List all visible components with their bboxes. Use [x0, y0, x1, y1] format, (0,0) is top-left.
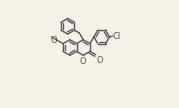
Text: Cl: Cl — [113, 32, 121, 41]
Text: O: O — [80, 57, 87, 66]
Text: O: O — [96, 56, 103, 65]
Text: O: O — [50, 36, 57, 45]
